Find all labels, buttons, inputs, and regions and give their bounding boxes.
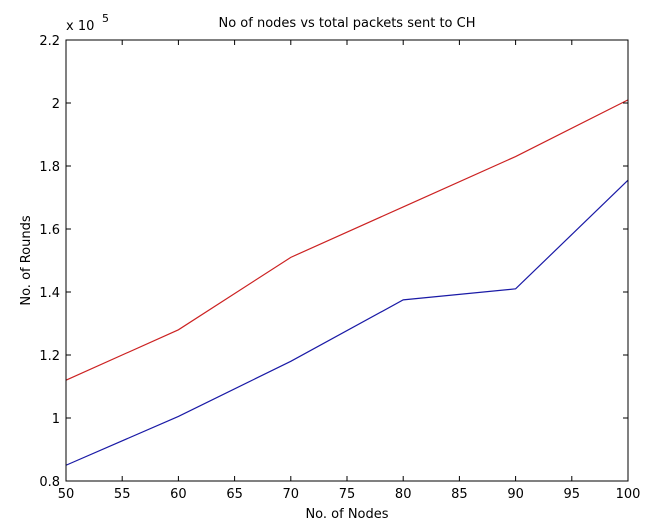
tick-layer: 50 55 60 65 70 75 80 85 90 95 100 0.8 1 1.2 1.4 1.6 1.8 2…: [39, 34, 640, 502]
x-tick-label: 100: [616, 487, 641, 502]
x-tick-label: 60: [170, 487, 187, 502]
series-line-2: [65, 179, 629, 466]
x-tick-label: 90: [507, 487, 524, 502]
x-tick-label: 50: [58, 487, 75, 502]
y-tick-label: 2.2: [39, 34, 60, 49]
x-tick-label: 75: [339, 487, 356, 502]
y-multiplier-exponent: 5: [102, 12, 109, 25]
y-tick-label: 1.6: [39, 223, 60, 238]
y-tick-label: 2: [52, 97, 60, 112]
y-tick-label: 1: [52, 412, 60, 427]
x-tick-label: 80: [395, 487, 412, 502]
chart-title: No of nodes vs total packets sent to CH: [219, 16, 476, 31]
y-tick-label: 1.2: [39, 349, 60, 364]
plot-area: [66, 40, 628, 481]
series-layer: [65, 99, 629, 466]
x-tick-label: 65: [226, 487, 243, 502]
y-axis-label: No. of Rounds: [19, 215, 34, 306]
x-tick-label: 55: [114, 487, 131, 502]
y-tick-label: 0.8: [39, 475, 60, 490]
series-line-1: [65, 99, 629, 381]
y-multiplier: x 10: [66, 19, 94, 34]
y-tick-label: 1.4: [39, 286, 60, 301]
x-tick-label: 95: [564, 487, 581, 502]
x-tick-label: 70: [283, 487, 300, 502]
x-axis-label: No. of Nodes: [305, 507, 388, 522]
x-tick-label: 85: [451, 487, 468, 502]
y-tick-label: 1.8: [39, 160, 60, 175]
